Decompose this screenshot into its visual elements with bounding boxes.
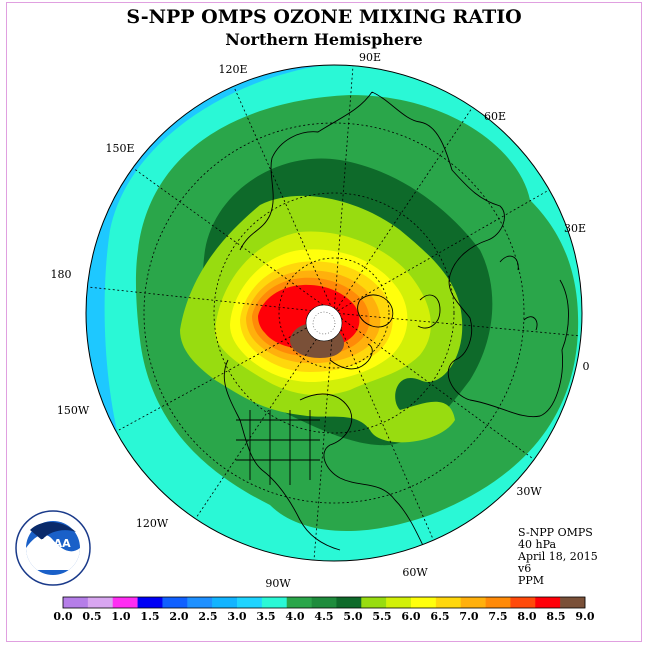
- lon-90e-label: 90E: [359, 51, 381, 64]
- lon-180-label: 180: [51, 268, 72, 281]
- colorbar-swatch: [560, 597, 586, 608]
- map-boundary: [85, 64, 583, 562]
- noaa-logo: NOAA: [15, 510, 91, 586]
- lon-60e-label: 60E: [484, 110, 506, 123]
- colorbar-swatch: [336, 597, 362, 608]
- lon-30e-label: 30E: [564, 222, 586, 235]
- colorbar-swatch: [460, 597, 486, 608]
- polar-data-gap: [305, 304, 343, 342]
- colorbar-swatch: [435, 597, 462, 608]
- colorbar-tick-label: 0.5: [82, 610, 101, 623]
- colorbar-swatch: [485, 597, 511, 608]
- colorbar-tick-label: 3.0: [227, 610, 246, 623]
- noaa-logo-word: NOAA: [35, 537, 71, 550]
- info-date: April 18, 2015: [518, 550, 598, 563]
- colorbar-tick-label: 7.0: [459, 610, 478, 623]
- colorbar-swatch: [386, 597, 412, 608]
- colorbar-swatch: [112, 597, 138, 608]
- lon-60w-label: 60W: [402, 566, 428, 579]
- colorbar-swatch: [237, 597, 263, 608]
- colorbar-tick-label: 2.0: [169, 610, 188, 623]
- coastlines: [223, 91, 569, 561]
- colorbar-tick-label: 1.0: [111, 610, 130, 623]
- colorbar-tick-label: 9.0: [575, 610, 594, 623]
- lon-120w-label: 120W: [136, 517, 169, 530]
- info-block: S-NPP OMPS 40 hPa April 18, 2015 v6 PPM: [518, 527, 598, 587]
- lon-150e-label: 150E: [105, 142, 134, 155]
- map-title: S-NPP OMPS OZONE MIXING RATIO: [126, 6, 522, 28]
- colorbar-swatch: [286, 597, 312, 608]
- info-version: v6: [518, 562, 532, 575]
- colorbar-swatch: [63, 597, 89, 608]
- colorbar-tick-label: 6.0: [401, 610, 420, 623]
- colorbar-swatch: [162, 597, 188, 608]
- colorbar-tick-label: 2.5: [198, 610, 217, 623]
- info-level: 40 hPa: [518, 538, 557, 551]
- colorbar-tick-label: 3.5: [256, 610, 275, 623]
- colorbar-tick-label: 1.5: [140, 610, 159, 623]
- colorbar-swatch: [311, 597, 337, 608]
- colorbar-tick-label: 0.0: [53, 610, 72, 623]
- colorbar-tick-label: 4.0: [285, 610, 304, 623]
- lon-150w-label: 150W: [57, 404, 90, 417]
- lon-90w-label: 90W: [265, 577, 291, 590]
- colorbar-border: [62, 596, 586, 609]
- graticule: [87, 65, 582, 561]
- lon-0-label: 0: [583, 360, 590, 373]
- colorbar-swatch: [212, 597, 238, 608]
- figure-frame: [6, 2, 642, 642]
- colorbar-swatch: [187, 597, 213, 608]
- colorbar-tick-label: 5.5: [372, 610, 391, 623]
- colorbar-tick-label: 8.5: [546, 610, 565, 623]
- info-units: PPM: [518, 574, 545, 587]
- map-subtitle: Northern Hemisphere: [225, 30, 423, 49]
- lon-30w-label: 30W: [516, 485, 542, 498]
- colorbar-swatch: [137, 597, 163, 608]
- colorbar-tick-label: 6.5: [430, 610, 449, 623]
- colorbar-tick-label: 5.0: [343, 610, 362, 623]
- colorbar-tick-label: 4.5: [314, 610, 333, 623]
- colorbar: 0.0 0.5 1.0 1.5 2.0 2.5 3.0 3.5 4.0 4.5 5.0 5.5 6.0 6…: [53, 596, 595, 623]
- lon-120e-label: 120E: [218, 63, 247, 76]
- colorbar-swatch: [411, 597, 437, 608]
- colorbar-swatch: [361, 597, 387, 608]
- colorbar-swatch: [261, 597, 288, 608]
- colorbar-swatch: [510, 597, 536, 608]
- colorbar-swatch: [535, 597, 561, 608]
- colorbar-swatch: [87, 597, 114, 608]
- polar-gap-grid: [312, 311, 336, 335]
- colorbar-tick-label: 7.5: [488, 610, 507, 623]
- info-instrument: S-NPP OMPS: [518, 526, 593, 539]
- colorbar-tick-label: 8.0: [517, 610, 536, 623]
